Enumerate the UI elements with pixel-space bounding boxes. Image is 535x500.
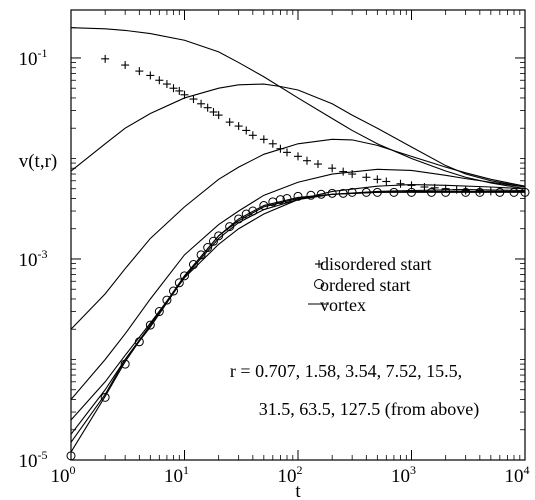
disordered-point (373, 175, 382, 184)
disordered-point (135, 67, 144, 76)
x-tick-label: 103 (391, 463, 416, 487)
disordered-point (396, 179, 405, 188)
disordered-point (197, 99, 206, 108)
series-line-3 (70, 83, 526, 188)
vortex-curve-r-63.5 (70, 190, 525, 443)
disordered-point (234, 122, 243, 131)
disordered-point (175, 86, 184, 95)
series-line-6 (70, 184, 526, 421)
ordered-point (145, 320, 155, 330)
vortex-curve-r-1.58 (70, 83, 526, 188)
series-line-5 (70, 168, 526, 400)
series-line-7 (70, 189, 526, 435)
disordered-point (248, 131, 257, 140)
series-line-8 (70, 190, 525, 443)
legend-label-ordered-start: ordered start (320, 275, 410, 295)
disordered-point (169, 84, 178, 93)
disordered-point (461, 186, 470, 195)
legend-entry-ordered: ordered start (314, 275, 410, 295)
disordered-point (328, 164, 337, 173)
x-tick-label: 100 (51, 463, 76, 487)
legend-entry-vortex: vortex (308, 295, 366, 315)
y-tick-label: 10-1 (19, 46, 48, 70)
y-tick-label: 10-5 (19, 448, 48, 472)
disordered-point (313, 160, 322, 169)
x-tick-label: 101 (164, 463, 189, 487)
disordered-point (362, 173, 371, 182)
axis-ticks: 100 101 102 103 104 10-1 10-3 10-5 (19, 10, 530, 487)
legend-label-vortex: vortex (320, 295, 366, 315)
ordered-point (174, 278, 184, 288)
disordered-point (268, 139, 277, 148)
disordered-point (146, 71, 155, 80)
x-tick-label: 102 (278, 463, 303, 487)
plot-frame (70, 9, 526, 461)
ordered-point (154, 307, 164, 317)
x-tick-label: 104 (505, 463, 530, 487)
legend-entry-disordered: disordered start (315, 254, 431, 274)
disordered-point (203, 103, 212, 112)
legend-circle-marker (314, 279, 324, 289)
disordered-point (302, 156, 311, 165)
annotation-r-values-line1: r = 0.707, 1.58, 3.54, 7.52, 15.5, (230, 361, 462, 381)
disordered-point (475, 186, 484, 195)
series-layer (66, 27, 530, 461)
series-line-2 (70, 27, 526, 190)
vortex-curve-r-0.707 (70, 27, 526, 190)
vortex-curve-r-31.5 (70, 189, 526, 435)
legend: disordered start ordered start vortex (308, 254, 431, 315)
disordered-point (294, 152, 302, 161)
disordered-point (209, 107, 218, 116)
series-line-9 (70, 191, 525, 453)
series-line-4 (70, 138, 526, 330)
disordered-point (162, 80, 171, 89)
disordered-point (121, 61, 130, 70)
ordered-point (180, 271, 189, 281)
ordered-point (293, 191, 303, 201)
annotation-r-values-line2: 31.5, 63.5, 127.5 (from above) (259, 399, 479, 420)
ordered-point (316, 189, 326, 199)
disordered-point (348, 170, 357, 179)
vortex-curve-r-15.5 (70, 184, 526, 421)
series-plus-0 (101, 54, 495, 196)
ordered-point (327, 188, 337, 198)
disordered-point (155, 76, 164, 85)
series-circle-1 (66, 187, 530, 461)
y-axis-title: v(t,r) (19, 151, 58, 172)
disordered-point (259, 135, 268, 144)
disordered-point (283, 148, 292, 157)
ordered-point (208, 236, 218, 246)
ordered-point (162, 295, 172, 305)
disordered-point (225, 118, 234, 127)
vortex-curve-r-3.54 (70, 138, 526, 330)
ordered-point (275, 195, 285, 205)
ordered-point (169, 286, 179, 296)
vortex-curve-r-7.52 (70, 168, 526, 400)
disordered-point (214, 111, 223, 120)
x-axis-title: t (295, 481, 301, 500)
legend-label-disordered-start: disordered start (320, 254, 431, 274)
disordered-point (382, 177, 391, 186)
disordered-point (242, 126, 251, 135)
vortex-curve-r-127.5 (70, 191, 525, 453)
y-tick-label: 10-3 (19, 247, 48, 271)
disordered-point (189, 95, 198, 104)
disordered-point (101, 54, 110, 63)
disordered-point (339, 167, 348, 176)
